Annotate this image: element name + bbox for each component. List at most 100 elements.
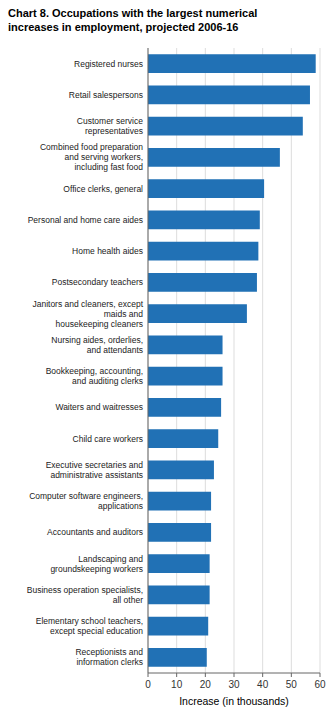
bar (148, 148, 280, 167)
category-label: Business operation specialists,all other (27, 585, 143, 605)
category-label-line: except special education (50, 626, 143, 636)
title-line: Chart 8. Occupations with the largest nu… (8, 7, 257, 19)
category-label-line: information clerks (76, 657, 143, 667)
title-line: increases in employment, projected 2006-… (8, 21, 239, 33)
category-label-line: housekeeping cleaners (56, 319, 143, 329)
category-label: Waiters and waitresses (55, 402, 143, 412)
tick-mark (176, 673, 177, 677)
bar (148, 398, 221, 417)
bar (148, 336, 223, 355)
bar (148, 304, 247, 323)
category-label-line: maids and (104, 309, 143, 319)
category-label-line: Receptionists and (75, 647, 143, 657)
bar (148, 429, 218, 448)
x-axis-label: Increase (in thousands) (179, 695, 289, 707)
category-label-line: groundskeeping workers (50, 564, 143, 574)
bar (148, 617, 208, 636)
category-label: Elementary school teachers,except specia… (36, 616, 144, 636)
category-label-line: Retail salespersons (69, 90, 143, 100)
category-label-line: Waiters and waitresses (55, 402, 143, 412)
category-label-line: and auditing clerks (72, 376, 143, 386)
bar (148, 86, 310, 105)
category-label-line: Postsecondary teachers (52, 277, 143, 287)
bar (148, 554, 210, 573)
category-label-line: and serving workers, (65, 152, 143, 162)
category-label-line: Executive secretaries and (46, 460, 144, 470)
category-label-line: Business operation specialists, (27, 585, 143, 595)
bar (148, 179, 264, 198)
chart: Chart 8. Occupations with the largest nu… (0, 0, 336, 715)
y-axis (148, 48, 149, 673)
category-label-line: Janitors and cleaners, except (32, 299, 143, 309)
grid-line (291, 48, 292, 673)
grid-line (234, 48, 235, 673)
category-label-line: applications (98, 501, 143, 511)
category-label-line: Registered nurses (74, 59, 143, 69)
tick-label: 50 (286, 679, 298, 690)
category-label-line: Home health aides (72, 246, 143, 256)
bar (148, 523, 211, 542)
category-label: Executive secretaries andadministrative … (46, 460, 144, 480)
category-label: Customer servicerepresentatives (77, 116, 143, 136)
bar (148, 117, 303, 136)
bar (148, 54, 316, 73)
tick-mark (291, 673, 292, 677)
tick-label: 40 (257, 679, 269, 690)
category-label: Janitors and cleaners, exceptmaids andho… (32, 299, 143, 329)
tick-label: 20 (200, 679, 212, 690)
bar (148, 242, 258, 261)
bar (148, 367, 223, 386)
category-label-line: Landscaping and (78, 554, 143, 564)
category-label-line: Personal and home care aides (28, 215, 143, 225)
category-label-line: Accountants and auditors (47, 527, 143, 537)
category-label: Home health aides (72, 246, 143, 256)
tick-mark (205, 673, 206, 677)
grid (148, 48, 320, 673)
category-label: Personal and home care aides (28, 215, 143, 225)
category-label: Receptionists andinformation clerks (75, 647, 143, 667)
grid-line (262, 48, 263, 673)
category-label-line: Customer service (77, 116, 143, 126)
tick-label: 60 (314, 679, 326, 690)
x-axis (148, 673, 320, 674)
bar (148, 586, 210, 605)
title: Chart 8. Occupations with the largest nu… (8, 7, 257, 33)
bar (148, 492, 211, 511)
grid-line (148, 48, 149, 673)
tick-mark (234, 673, 235, 677)
tick-label: 10 (171, 679, 183, 690)
bar (148, 461, 214, 480)
grid-line (320, 48, 321, 673)
tick-label: 0 (145, 679, 151, 690)
category-label: Retail salespersons (69, 90, 143, 100)
category-label: Accountants and auditors (47, 527, 143, 537)
category-label-line: Child care workers (73, 434, 143, 444)
grid-line (176, 48, 177, 673)
category-label: Postsecondary teachers (52, 277, 143, 287)
tick-mark (262, 673, 263, 677)
category-label-line: all other (113, 595, 143, 605)
category-label: Nursing aides, orderlies,and attendants (51, 335, 143, 355)
category-label-line: Elementary school teachers, (36, 616, 143, 626)
category-label: Registered nurses (74, 59, 143, 69)
bars (148, 54, 316, 667)
category-label-line: Combined food preparation (40, 142, 143, 152)
category-label: Computer software engineers,applications (29, 491, 143, 511)
category-label-line: including fast food (74, 162, 143, 172)
category-label: Landscaping andgroundskeeping workers (50, 554, 143, 574)
bar (148, 273, 257, 292)
category-label-line: representatives (85, 126, 143, 136)
category-label: Bookkeeping, accounting,and auditing cle… (46, 366, 143, 386)
grid-line (205, 48, 206, 673)
category-label: Office clerks, general (63, 184, 143, 194)
tick-mark (320, 673, 321, 677)
tick-mark (148, 673, 149, 677)
category-label-line: and attendants (87, 345, 143, 355)
category-label-line: Nursing aides, orderlies, (51, 335, 143, 345)
category-label-line: Office clerks, general (63, 184, 143, 194)
category-label: Combined food preparationand serving wor… (40, 142, 143, 172)
bar (148, 211, 260, 230)
tick-label: 30 (228, 679, 240, 690)
category-label-line: Bookkeeping, accounting, (46, 366, 143, 376)
category-label-line: administrative assistants (50, 470, 143, 480)
